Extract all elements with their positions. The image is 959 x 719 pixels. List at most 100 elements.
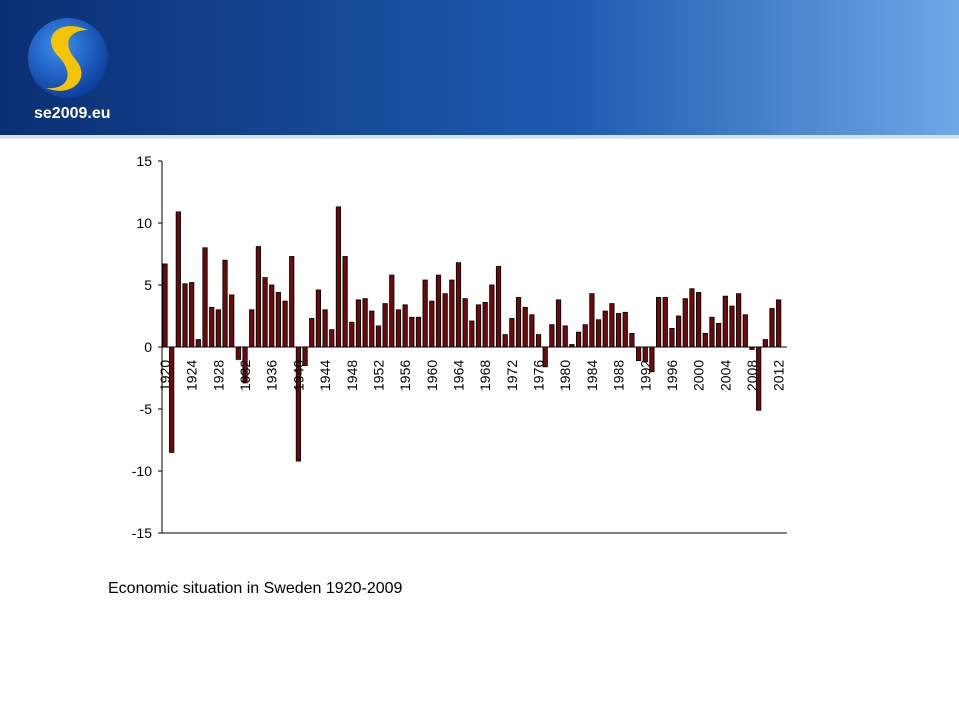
- bar: [642, 346, 648, 363]
- bar: [355, 299, 362, 348]
- logo-text: se2009.eu: [34, 105, 111, 122]
- bar: [509, 318, 515, 348]
- y-tick-label: 5: [144, 277, 152, 293]
- bar: [595, 319, 602, 348]
- x-tick-label: 2004: [717, 360, 733, 391]
- bar: [175, 211, 181, 348]
- x-tick-label: 1992: [637, 360, 653, 391]
- bar: [335, 206, 342, 348]
- bar: [749, 346, 755, 350]
- bar: [502, 334, 508, 348]
- bar: [169, 346, 175, 453]
- x-tick-label: 1996: [664, 360, 680, 391]
- bar: [629, 332, 635, 348]
- bar: [349, 321, 355, 348]
- bar: [622, 311, 628, 348]
- bar: [269, 284, 275, 348]
- bar: [315, 289, 322, 348]
- bar: [615, 313, 622, 348]
- bar: [489, 284, 495, 348]
- x-tick-label: 1940: [290, 360, 306, 391]
- bar: [582, 324, 588, 348]
- bar: [375, 325, 382, 348]
- bar: [262, 277, 268, 348]
- bar: [449, 279, 455, 348]
- x-tick-label: 1932: [237, 360, 253, 391]
- bar: [656, 296, 662, 348]
- bar: [222, 259, 228, 348]
- y-tick-label: -5: [140, 401, 153, 417]
- bar: [442, 293, 448, 348]
- x-tick-label: 1960: [424, 360, 440, 391]
- bar: [689, 288, 695, 348]
- bar: [435, 274, 442, 348]
- bar: [282, 300, 288, 348]
- bar: [649, 346, 655, 373]
- x-tick-label: 2008: [744, 360, 760, 391]
- bar: [369, 310, 375, 348]
- bar: [215, 309, 221, 348]
- bar: [422, 279, 428, 348]
- bar: [322, 309, 328, 348]
- bar: [189, 282, 195, 348]
- bar: [549, 324, 555, 348]
- bar: [702, 332, 708, 348]
- chart-title: Economic situation in Sweden 1920-2009: [108, 580, 403, 597]
- bar: [469, 320, 475, 348]
- bar: [529, 314, 535, 348]
- bar: [162, 263, 168, 348]
- bar: [329, 329, 335, 348]
- bar: [275, 292, 281, 348]
- bar: [776, 299, 782, 348]
- bar: [362, 298, 368, 348]
- x-tick-label: 1924: [184, 360, 200, 391]
- header-rule: [0, 135, 959, 139]
- bar: [235, 346, 241, 360]
- x-tick-label: 1968: [477, 360, 493, 391]
- bar: [402, 304, 408, 348]
- bar: [242, 346, 248, 384]
- header-banner: [0, 0, 959, 135]
- bar: [742, 314, 748, 348]
- x-tick-label: 1952: [370, 360, 386, 391]
- bar: [709, 316, 715, 348]
- bar: [455, 262, 462, 348]
- bar: [535, 334, 542, 348]
- bar: [635, 346, 642, 362]
- x-tick-label: 1956: [397, 360, 413, 391]
- x-tick-label: 1964: [450, 360, 466, 391]
- x-tick-label: 1948: [344, 360, 360, 391]
- x-tick-label: 1976: [531, 360, 547, 391]
- x-tick-label: 1972: [504, 360, 520, 391]
- bar: [295, 346, 302, 462]
- bar: [395, 309, 402, 348]
- x-tick-label: 1980: [557, 360, 573, 391]
- bar: [409, 316, 415, 348]
- bar: [429, 300, 435, 348]
- y-tick-label: 15: [136, 153, 152, 169]
- bar: [729, 305, 735, 348]
- x-tick-label: 1936: [264, 360, 280, 391]
- x-tick-label: 1928: [210, 360, 226, 391]
- x-tick-label: 1988: [611, 360, 627, 391]
- bar: [662, 296, 668, 348]
- bar: [342, 256, 348, 348]
- bar: [722, 295, 728, 348]
- x-tick-label: 2012: [771, 360, 787, 391]
- bar: [382, 303, 388, 348]
- bar: [609, 303, 615, 348]
- y-tick-label: 10: [136, 215, 152, 231]
- x-tick-label: 1984: [584, 360, 600, 391]
- bar: [495, 265, 502, 348]
- bar: [589, 293, 595, 348]
- bar: [716, 323, 722, 348]
- bar: [415, 316, 422, 348]
- x-tick-label: 1944: [317, 360, 333, 391]
- bar: [309, 318, 315, 348]
- bar: [522, 306, 528, 348]
- bar: [696, 292, 702, 348]
- bar: [249, 309, 255, 348]
- bar: [602, 310, 608, 348]
- bar: [462, 298, 468, 348]
